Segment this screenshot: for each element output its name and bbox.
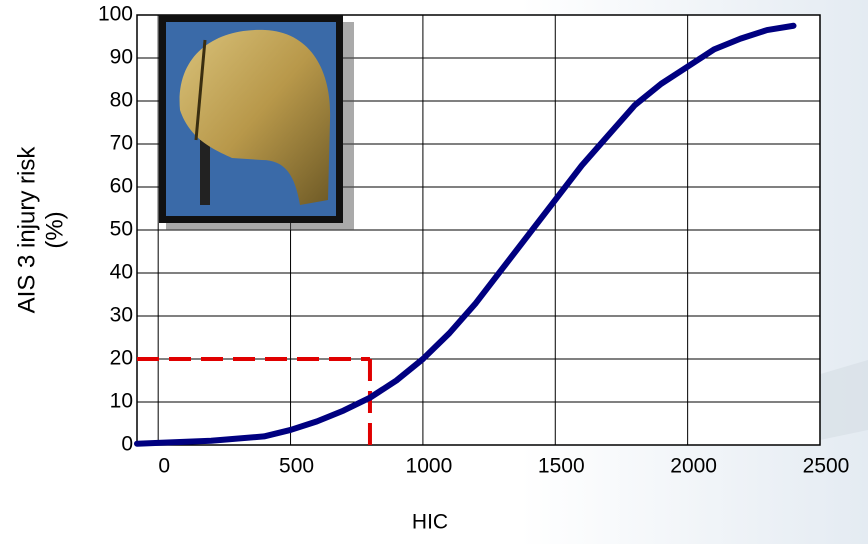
photo-stand	[200, 140, 210, 205]
y-tick-label: 60	[110, 175, 133, 198]
x-tick-label: 500	[279, 455, 314, 478]
y-tick-label: 20	[110, 347, 133, 370]
y-axis-label-line: (%)	[41, 211, 68, 248]
helmet-seam	[194, 39, 207, 141]
x-tick-label: 2500	[803, 455, 850, 478]
inset-photo	[159, 15, 354, 230]
y-tick-label: 40	[110, 261, 133, 284]
y-tick-label: 100	[98, 3, 133, 26]
y-tick-label: 80	[110, 89, 133, 112]
y-axis-label: AIS 3 injury risk (%)	[13, 146, 68, 314]
line	[134, 22, 797, 447]
x-tick-label: 1000	[406, 455, 453, 478]
x-axis-label: HIC	[412, 511, 448, 534]
x-tick-label: 0	[158, 455, 170, 478]
x-tick-label: 1500	[538, 455, 585, 478]
y-tick-label: 50	[110, 218, 133, 241]
y-axis-label-line: AIS 3 injury risk	[13, 146, 40, 314]
x-tick-label: 2000	[670, 455, 717, 478]
y-tick-label: 10	[110, 390, 133, 413]
y-tick-label: 90	[110, 46, 133, 69]
y-tick-label: 0	[121, 433, 133, 456]
y-tick-label: 30	[110, 304, 133, 327]
helmet	[179, 29, 331, 205]
y-tick-label: 70	[110, 132, 133, 155]
